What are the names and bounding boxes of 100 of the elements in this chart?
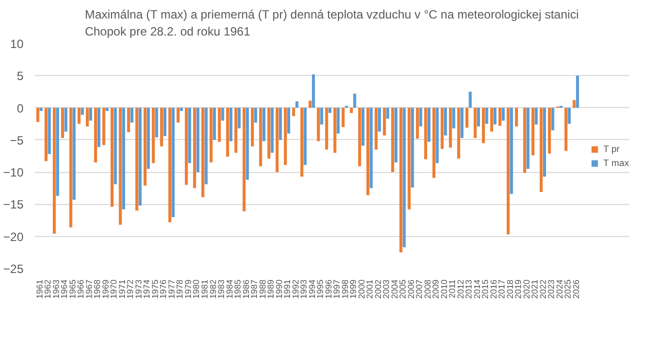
bar [320, 108, 324, 124]
bar [184, 108, 188, 185]
x-tick-label: 1982 [208, 279, 218, 299]
x-tick-label: 2019 [513, 279, 524, 299]
bar [506, 108, 510, 234]
bar [465, 108, 468, 128]
x-tick-label: 2010 [438, 279, 449, 299]
bar [350, 108, 353, 113]
y-tick-label: −15 [3, 198, 24, 212]
x-tick-label: 2016 [488, 279, 498, 299]
x-tick-label: 2022 [538, 279, 548, 299]
x-tick-label: 2002 [372, 279, 383, 299]
bar [460, 108, 464, 138]
bar [267, 108, 270, 159]
bar [304, 108, 307, 165]
x-tick-label: 2011 [447, 279, 458, 298]
y-tick-label: −20 [3, 230, 24, 244]
bar [325, 108, 328, 150]
y-tick-label: −25 [3, 262, 24, 276]
x-tick-label: 1967 [84, 279, 94, 299]
bar [262, 108, 266, 142]
legend-label: T pr [603, 144, 621, 154]
bar [485, 108, 488, 124]
bar [102, 108, 106, 146]
bar [212, 108, 216, 140]
bar [336, 108, 340, 134]
bar [188, 108, 192, 164]
bar [370, 108, 373, 188]
x-tick-label: 2003 [381, 279, 392, 299]
bar [410, 108, 414, 188]
x-tick-label: 2024 [554, 279, 564, 299]
x-tick-label: 2008 [422, 279, 432, 299]
bar [36, 108, 40, 122]
bar [40, 108, 43, 111]
bar [242, 108, 246, 212]
bar [172, 108, 175, 218]
bar [526, 108, 530, 169]
x-tick-label: 1988 [257, 279, 268, 299]
bar [106, 108, 109, 111]
bar [78, 108, 81, 124]
bar [163, 108, 166, 136]
bar [180, 108, 183, 111]
bar [510, 108, 513, 194]
x-tick-label: 1978 [174, 279, 185, 299]
bar [110, 108, 114, 207]
bar [300, 108, 304, 177]
bar [482, 108, 485, 144]
bar [238, 108, 241, 128]
bar [374, 108, 378, 150]
bar [312, 74, 315, 108]
x-tick-label: 1996 [323, 279, 334, 299]
bar [436, 108, 439, 164]
x-tick-label: 1987 [249, 279, 260, 299]
bar [402, 108, 406, 248]
x-tick-label: 1968 [92, 279, 102, 299]
bar [490, 108, 494, 132]
bar [94, 108, 98, 162]
bar [254, 108, 258, 123]
bar [61, 108, 64, 138]
x-tick-label: 1983 [216, 279, 226, 299]
bar [540, 108, 543, 192]
bar [114, 108, 117, 184]
bar [391, 108, 394, 172]
bar [86, 108, 89, 126]
bar [448, 108, 452, 148]
x-tick-label: 1963 [50, 279, 61, 299]
bar [155, 108, 158, 138]
bar [444, 108, 447, 136]
bar [152, 108, 155, 164]
x-tick-label: 1977 [166, 279, 176, 299]
x-tick-label: 1979 [182, 279, 193, 299]
chart-title: Maximálna (T max) a priemerná (T pr) denná teplota vzduchu v °C na meteorologickej stanici Chopok pre 28.2. od roku 1961 [84, 8, 579, 38]
x-tick-label: 1990 [274, 279, 284, 299]
bar [69, 108, 72, 228]
bar [523, 108, 526, 173]
bar [226, 108, 230, 157]
bar [193, 108, 196, 188]
bar [80, 108, 84, 115]
x-tick-label: 1999 [348, 279, 358, 299]
bar [543, 108, 546, 177]
x-tick-label: 1992 [290, 279, 300, 299]
bar [221, 108, 224, 121]
x-tick-label: 2004 [389, 279, 400, 299]
x-tick-label: 2023 [546, 279, 556, 299]
bar [250, 108, 254, 146]
bar [48, 108, 51, 154]
bar [353, 94, 356, 108]
bar [44, 108, 48, 162]
bar [378, 108, 381, 132]
x-tick-label: 1997 [332, 279, 342, 299]
bar [408, 108, 411, 210]
bar [52, 108, 56, 234]
x-tick-label: 2000 [356, 279, 366, 299]
x-tick-label: 2009 [430, 279, 441, 299]
bar [468, 92, 472, 108]
bar [146, 108, 150, 169]
bar [278, 108, 282, 140]
bar [386, 108, 390, 119]
x-tick-label: 1976 [158, 279, 168, 299]
bar [399, 108, 402, 252]
